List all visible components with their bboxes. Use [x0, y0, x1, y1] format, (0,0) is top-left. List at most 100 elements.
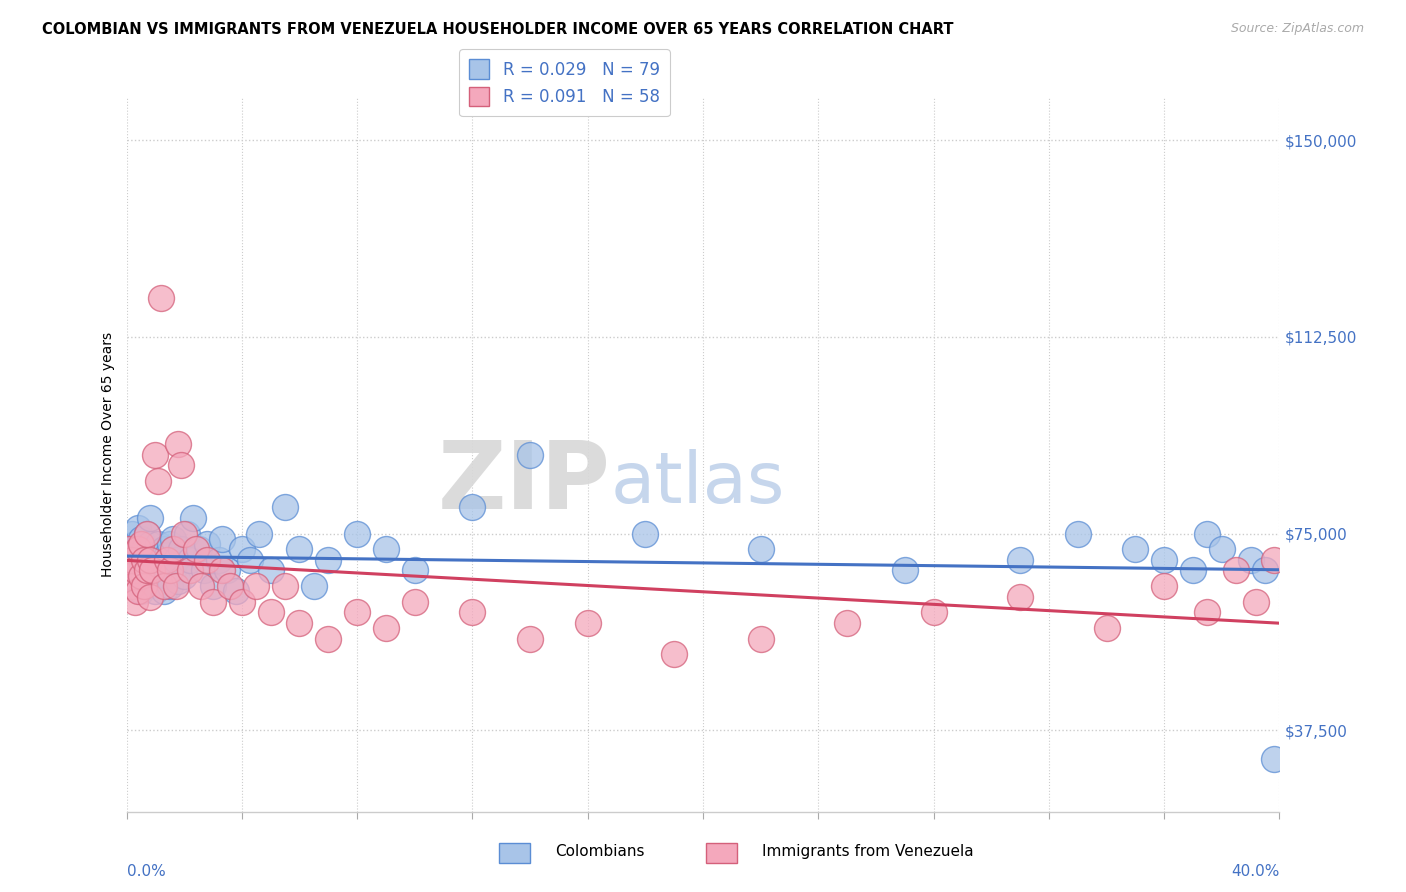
Point [1067, 526, 1090, 541]
Point [162, 532, 184, 546]
Point [1263, 553, 1285, 567]
Point [190, 579, 212, 593]
Text: 0.0%: 0.0% [127, 864, 166, 880]
Point [156, 568, 179, 582]
Point [461, 500, 484, 515]
Point [288, 542, 311, 557]
Point [193, 563, 215, 577]
Point [165, 553, 187, 567]
Point [129, 568, 152, 582]
Point [118, 542, 141, 557]
Point [211, 563, 233, 577]
Point [162, 542, 184, 557]
Point [165, 579, 187, 593]
Point [138, 590, 160, 604]
Point [461, 605, 484, 619]
Point [159, 579, 181, 593]
Point [259, 605, 281, 619]
Point [288, 615, 311, 630]
Point [127, 542, 149, 557]
Point [1246, 595, 1268, 609]
Text: Immigrants from Venezuela: Immigrants from Venezuela [762, 845, 974, 859]
Point [1153, 579, 1175, 593]
Point [1211, 542, 1233, 557]
Point [1225, 563, 1247, 577]
Point [148, 537, 170, 551]
Point [132, 542, 155, 557]
Point [132, 553, 155, 567]
Point [173, 568, 195, 582]
Point [121, 526, 143, 541]
Point [124, 595, 146, 609]
Text: Colombians: Colombians [555, 845, 645, 859]
Y-axis label: Householder Income Over 65 years: Householder Income Over 65 years [101, 333, 115, 577]
Point [132, 579, 155, 593]
Point [135, 579, 157, 593]
Point [374, 621, 398, 635]
Point [132, 568, 155, 582]
Text: 40.0%: 40.0% [1232, 864, 1279, 880]
Point [259, 563, 281, 577]
Point [835, 615, 858, 630]
Point [219, 579, 242, 593]
Point [159, 537, 181, 551]
Point [922, 605, 945, 619]
Point [208, 553, 231, 567]
Point [162, 563, 184, 577]
Point [1254, 563, 1277, 577]
Point [173, 526, 195, 541]
Point [124, 574, 146, 588]
Point [231, 595, 253, 609]
Point [145, 584, 166, 599]
Point [118, 542, 141, 557]
Point [170, 542, 193, 557]
Point [1153, 553, 1175, 567]
Point [129, 532, 152, 546]
Point [145, 448, 166, 462]
Point [167, 437, 190, 451]
Point [1181, 563, 1204, 577]
Point [195, 553, 218, 567]
Point [302, 579, 325, 593]
Point [150, 574, 173, 588]
Point [404, 595, 426, 609]
Point [576, 615, 599, 630]
Point [225, 584, 247, 599]
Point [121, 579, 143, 593]
Point [148, 563, 170, 577]
Point [404, 563, 426, 577]
Point [1197, 526, 1219, 541]
Point [187, 542, 209, 557]
Point [150, 553, 173, 567]
Point [318, 632, 340, 646]
Text: Source: ZipAtlas.com: Source: ZipAtlas.com [1230, 22, 1364, 36]
Point [1010, 590, 1032, 604]
Point [245, 579, 267, 593]
Point [749, 542, 772, 557]
Point [129, 584, 152, 599]
Point [150, 291, 173, 305]
Point [1125, 542, 1147, 557]
Point [519, 448, 541, 462]
Point [176, 526, 198, 541]
Point [121, 579, 143, 593]
Point [181, 511, 204, 525]
Point [170, 458, 193, 473]
Point [1197, 605, 1219, 619]
Point [274, 579, 297, 593]
Point [118, 568, 141, 582]
Point [153, 542, 176, 557]
Point [127, 563, 149, 577]
Point [1263, 752, 1285, 766]
Point [141, 548, 163, 562]
Point [179, 553, 201, 567]
Point [346, 526, 368, 541]
Point [211, 532, 233, 546]
Point [127, 521, 149, 535]
Point [239, 553, 262, 567]
Point [124, 548, 146, 562]
Point [138, 537, 160, 551]
Point [135, 526, 157, 541]
Point [141, 574, 163, 588]
Legend: R = 0.029   N = 79, R = 0.091   N = 58: R = 0.029 N = 79, R = 0.091 N = 58 [460, 49, 669, 116]
